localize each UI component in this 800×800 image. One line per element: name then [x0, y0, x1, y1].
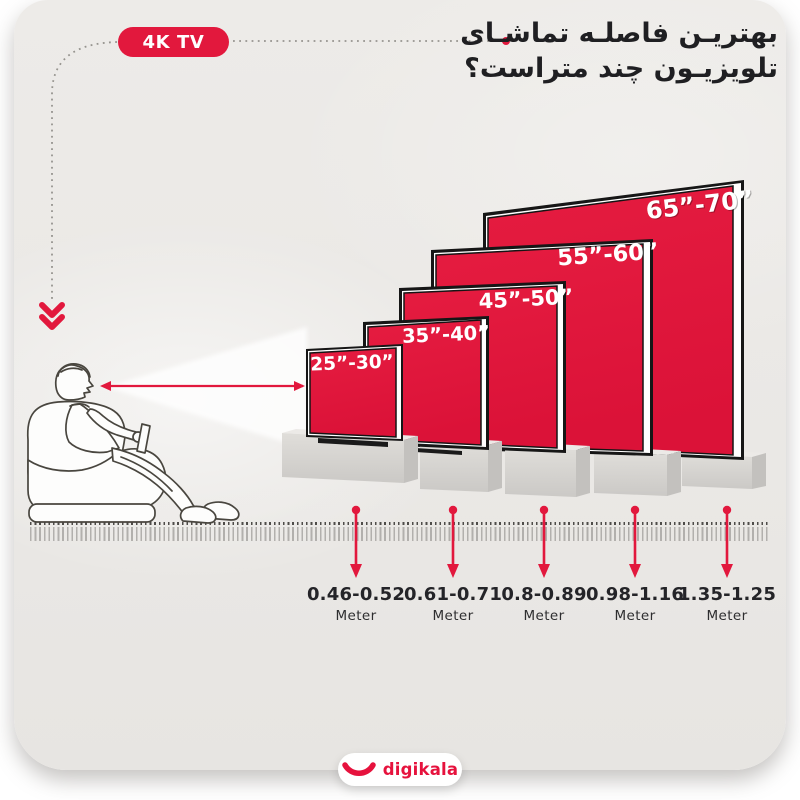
- distance-label: 0.8-0.89 Meter: [482, 584, 606, 624]
- distance-range: 0.8-0.89: [501, 584, 587, 605]
- distance-range: 1.35-1.25: [677, 584, 777, 605]
- distance-range: 0.61-0.71: [403, 584, 503, 605]
- distance-label: 0.46-0.52 Meter: [294, 584, 418, 624]
- distance-unit: Meter: [706, 608, 748, 624]
- distance-label: 1.35-1.25 Meter: [665, 584, 789, 624]
- distance-unit: Meter: [523, 608, 565, 624]
- distance-label: 0.98-1.16 Meter: [573, 584, 697, 624]
- digikala-logo: digikala: [338, 753, 462, 786]
- distance-unit: Meter: [335, 608, 377, 624]
- page-title: بهتریـن فاصلـه تماشـای تلویزیـون چند متر…: [460, 16, 778, 86]
- distance-range: 0.98-1.16: [585, 584, 685, 605]
- title-line-2: تلویزیـون چند متراست؟: [464, 53, 778, 84]
- title-line-1: بهتریـن فاصلـه تماشـای: [460, 18, 778, 49]
- digikala-smile-icon: [342, 762, 376, 776]
- distance-unit: Meter: [432, 608, 474, 624]
- background-card: [14, 0, 786, 770]
- brand-name: digikala: [382, 760, 459, 779]
- floor-dotted-line: [30, 522, 768, 525]
- floor-ruler-ticks: [30, 527, 768, 541]
- badge-4k-tv: 4K TV: [118, 27, 229, 57]
- distance-unit: Meter: [614, 608, 656, 624]
- distance-label: 0.61-0.71 Meter: [391, 584, 515, 624]
- distance-range: 0.46-0.52: [306, 584, 406, 605]
- badge-label: 4K TV: [142, 31, 205, 53]
